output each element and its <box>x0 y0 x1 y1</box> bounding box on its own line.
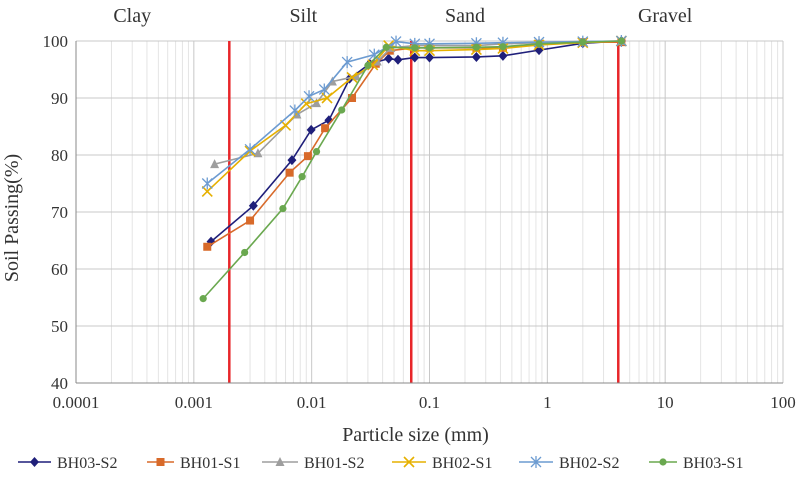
data-point <box>241 248 249 257</box>
data-point <box>411 44 419 52</box>
data-point <box>382 43 390 51</box>
series-bh03-s1 <box>199 37 625 303</box>
data-point <box>156 458 165 466</box>
data-point <box>275 457 285 466</box>
y-tick-label: 100 <box>43 32 69 51</box>
data-point <box>498 50 508 61</box>
legend-item: BH01-S1 <box>147 455 240 472</box>
x-tick-label: 0.1 <box>419 393 440 412</box>
data-point <box>393 54 403 65</box>
x-tick-label: 0.0001 <box>53 393 100 412</box>
data-point <box>351 71 361 81</box>
data-point <box>30 457 39 467</box>
data-point <box>384 53 394 64</box>
data-point <box>289 104 301 117</box>
legend-label: BH02-S2 <box>559 455 619 472</box>
x-tick-label: 10 <box>657 393 674 412</box>
data-point <box>346 71 358 84</box>
data-point <box>312 147 321 156</box>
data-point <box>201 185 213 198</box>
x-tick-label: 100 <box>770 393 796 412</box>
data-point <box>341 56 353 69</box>
region-labels: Clay Silt Sand Gravel <box>113 5 692 27</box>
series-line <box>206 41 622 248</box>
data-point <box>530 456 542 468</box>
region-label: Sand <box>445 5 485 27</box>
legend-label: BH03-S1 <box>683 455 743 472</box>
x-tick-label: 0.001 <box>175 393 213 412</box>
y-tick-label: 60 <box>51 260 68 279</box>
data-point <box>410 52 420 63</box>
series-line <box>206 40 622 193</box>
x-tick-label: 1 <box>543 393 552 412</box>
x-tick-label: 0.01 <box>297 393 327 412</box>
data-point <box>617 37 625 45</box>
region-boundaries <box>228 41 620 383</box>
data-point <box>403 456 415 468</box>
x-axis-title: Particle size (mm) <box>342 424 489 446</box>
legend-label: BH01-S2 <box>304 455 364 472</box>
y-tick-label: 40 <box>51 374 68 393</box>
data-point <box>303 152 312 161</box>
data-point <box>579 38 587 46</box>
data-point <box>318 83 330 96</box>
data-point <box>338 106 346 114</box>
legend-label: BH02-S1 <box>432 455 492 472</box>
data-point <box>246 216 255 225</box>
y-tick-label: 70 <box>51 203 68 222</box>
legend-item: BH02-S1 <box>392 455 492 472</box>
axes: 0.0001 0.001 0.01 0.1 1 10 100 40 50 60 70 80 90 100 P… <box>1 32 796 446</box>
data-point <box>287 155 297 166</box>
region-label: Gravel <box>638 5 693 27</box>
series-line <box>210 40 622 243</box>
legend-item: BH03-S2 <box>18 455 117 472</box>
data-point <box>659 458 667 466</box>
data-point <box>201 177 213 190</box>
data-point <box>390 35 402 48</box>
y-axis-title: Soil Passing(%) <box>1 154 23 282</box>
series-line <box>206 40 622 185</box>
y-tick-label: 80 <box>51 146 68 165</box>
data-point <box>312 98 322 108</box>
legend-label: BH03-S2 <box>57 455 117 472</box>
data-point <box>279 204 287 213</box>
data-point <box>303 90 315 103</box>
data-point <box>348 94 357 102</box>
region-label: Silt <box>289 5 317 27</box>
data-point <box>199 295 207 303</box>
data-point <box>364 61 372 70</box>
data-point <box>285 168 294 177</box>
legend: BH03-S2 BH01-S1 BH01-S2 BH02-S1 BH02-S2 BH03-… <box>18 455 743 472</box>
grid <box>75 40 784 384</box>
data-point <box>499 43 507 51</box>
legend-item: BH03-S1 <box>649 455 743 472</box>
y-tick-label: 90 <box>51 89 68 108</box>
data-series <box>199 35 627 303</box>
data-point <box>210 159 220 169</box>
data-point <box>471 51 481 62</box>
region-label: Clay <box>113 5 151 27</box>
data-point <box>298 173 306 181</box>
data-point <box>535 40 543 48</box>
data-point <box>306 124 316 135</box>
data-point <box>321 124 330 133</box>
data-point <box>253 148 263 158</box>
data-point <box>425 44 434 52</box>
legend-label: BH01-S1 <box>180 455 240 472</box>
data-point <box>248 200 258 211</box>
y-tick-label: 50 <box>51 317 68 336</box>
data-point <box>203 242 212 251</box>
legend-item: BH02-S2 <box>519 455 619 472</box>
legend-item: BH01-S2 <box>262 455 364 472</box>
data-point <box>472 43 480 51</box>
data-point <box>244 143 256 156</box>
data-point <box>425 52 434 63</box>
data-point <box>324 115 334 126</box>
